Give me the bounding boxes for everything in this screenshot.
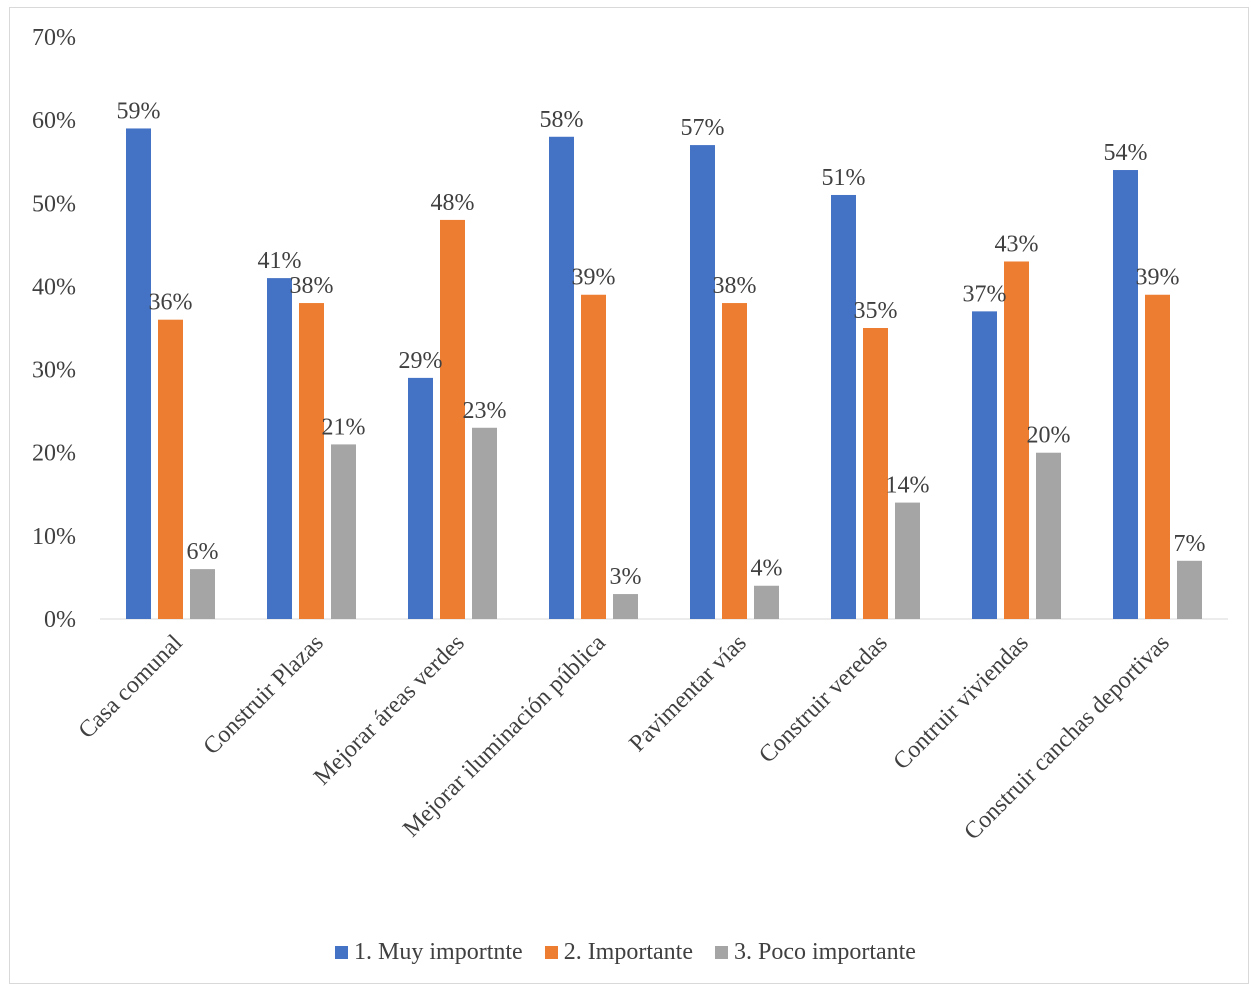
legend: 1. Muy importnte 2. Importante 3. Poco imp… [0,937,1251,967]
data-label: 20% [1027,423,1071,449]
data-label: 21% [322,414,366,440]
legend-item: 1. Muy importnte [335,939,523,966]
data-label: 3% [610,564,642,590]
bar [581,295,606,619]
data-label: 36% [149,290,193,316]
bar [190,569,215,619]
data-label: 51% [822,165,866,191]
y-tick-label: 0% [44,607,76,633]
bar [613,594,638,619]
legend-swatch [335,946,348,959]
data-label: 54% [1104,140,1148,166]
data-label: 39% [1136,265,1180,291]
bar [690,145,715,619]
bar [1113,170,1138,619]
legend-swatch [715,946,728,959]
data-label: 48% [431,190,475,216]
y-tick-label: 20% [32,441,76,467]
data-label: 29% [399,348,443,374]
y-tick-label: 10% [32,524,76,550]
y-tick-label: 30% [32,358,76,384]
category-label: Mejorar áreas verdes [309,630,470,791]
data-label: 57% [681,115,725,141]
bar [331,444,356,619]
data-label: 4% [751,556,783,582]
bar [1145,295,1170,619]
data-label: 23% [463,398,507,424]
category-label: Casa comunal [74,630,188,744]
legend-label: 3. Poco importante [734,939,916,966]
category-label: Pavimentar vías [624,630,751,757]
bar [895,503,920,619]
bar [408,378,433,619]
legend-swatch [545,946,558,959]
y-tick-label: 50% [32,191,76,217]
data-label: 7% [1174,531,1206,557]
y-tick-label: 40% [32,274,76,300]
category-label: Construir Plazas [199,630,329,760]
data-label: 59% [117,98,161,124]
bar [972,311,997,619]
bar [549,137,574,619]
bar [1177,561,1202,619]
legend-label: 1. Muy importnte [354,939,523,966]
data-label: 14% [886,473,930,499]
category-label: Contruir viviendas [889,630,1034,775]
bar [299,303,324,619]
data-label: 43% [995,231,1039,257]
data-label: 35% [854,298,898,324]
bar [1036,453,1061,619]
data-label: 38% [290,273,334,299]
legend-label: 2. Importante [564,939,693,966]
data-label: 37% [963,281,1007,307]
bar [440,220,465,619]
data-label: 41% [258,248,302,274]
bar [1004,261,1029,619]
bar [267,278,292,619]
y-tick-label: 70% [32,25,76,51]
data-label: 6% [187,539,219,565]
data-label: 39% [572,265,616,291]
bar [831,195,856,619]
bar [863,328,888,619]
y-axis-ticks: 0% 10% 20% 30% 40% 50% 60% 70% [32,25,76,633]
y-tick-label: 60% [32,108,76,134]
bar [472,428,497,619]
bar-chart: 0%10%20%30%40%50%60%70% 59%36%6%41%38%21… [0,0,1251,935]
category-label: Construir veredas [754,630,893,769]
bar [126,128,151,619]
bar [158,320,183,619]
bar [722,303,747,619]
bar [754,586,779,619]
data-label: 58% [540,107,584,133]
legend-item: 2. Importante [545,939,693,966]
bars [126,128,1202,619]
data-label: 38% [713,273,757,299]
legend-item: 3. Poco importante [715,939,916,966]
